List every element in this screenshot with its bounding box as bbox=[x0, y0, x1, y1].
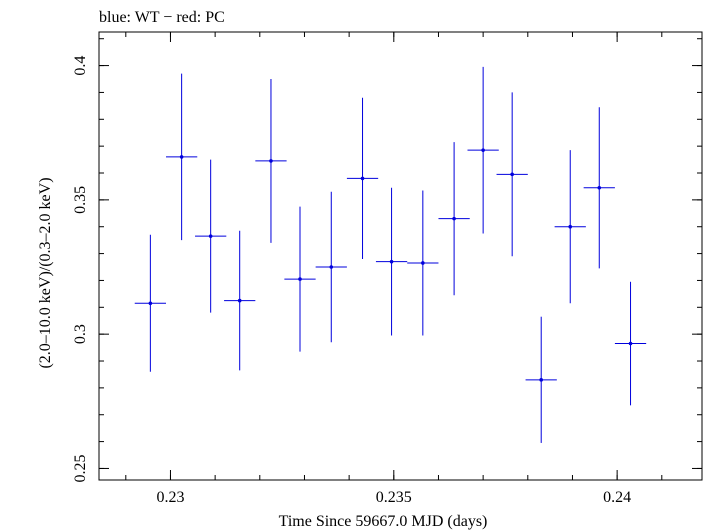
y-tick-label: 0.3 bbox=[72, 324, 89, 344]
y-axis-tick-labels: 0.25 0.3 0.35 0.4 bbox=[72, 56, 89, 483]
data-point bbox=[208, 234, 213, 238]
chart-title: blue: WT − red: PC bbox=[99, 9, 225, 26]
x-axis-tick-labels: 0.23 0.235 0.24 bbox=[156, 489, 631, 506]
y-tick-label: 0.25 bbox=[72, 454, 89, 482]
x-tick-label: 0.23 bbox=[156, 489, 184, 506]
data-point bbox=[510, 172, 514, 177]
data-marks bbox=[134, 66, 647, 443]
data-point bbox=[329, 265, 334, 269]
data-point bbox=[452, 216, 456, 221]
data-point bbox=[539, 378, 543, 382]
data-point bbox=[269, 159, 273, 163]
data-point bbox=[628, 341, 633, 346]
data-point bbox=[421, 261, 425, 265]
data-point bbox=[568, 224, 573, 229]
data-point bbox=[481, 148, 485, 152]
data-point bbox=[298, 277, 302, 281]
data-point bbox=[179, 155, 184, 159]
y-tick-label: 0.4 bbox=[72, 56, 89, 76]
x-tick-label: 0.24 bbox=[603, 489, 631, 506]
x-axis-ticks bbox=[125, 32, 663, 480]
data-point bbox=[389, 259, 394, 264]
data-point bbox=[360, 176, 365, 181]
y-axis-ticks bbox=[99, 38, 702, 469]
data-point bbox=[597, 185, 602, 190]
data-point bbox=[148, 301, 153, 306]
data-point bbox=[237, 298, 242, 303]
plot-frame bbox=[98, 31, 703, 481]
y-axis-label: (2.0–10.0 keV)/(0.3–2.0 keV) bbox=[37, 177, 54, 368]
x-tick-label: 0.235 bbox=[376, 489, 412, 506]
y-tick-label: 0.35 bbox=[72, 186, 89, 214]
x-axis-label: Time Since 59667.0 MJD (days) bbox=[279, 513, 488, 530]
